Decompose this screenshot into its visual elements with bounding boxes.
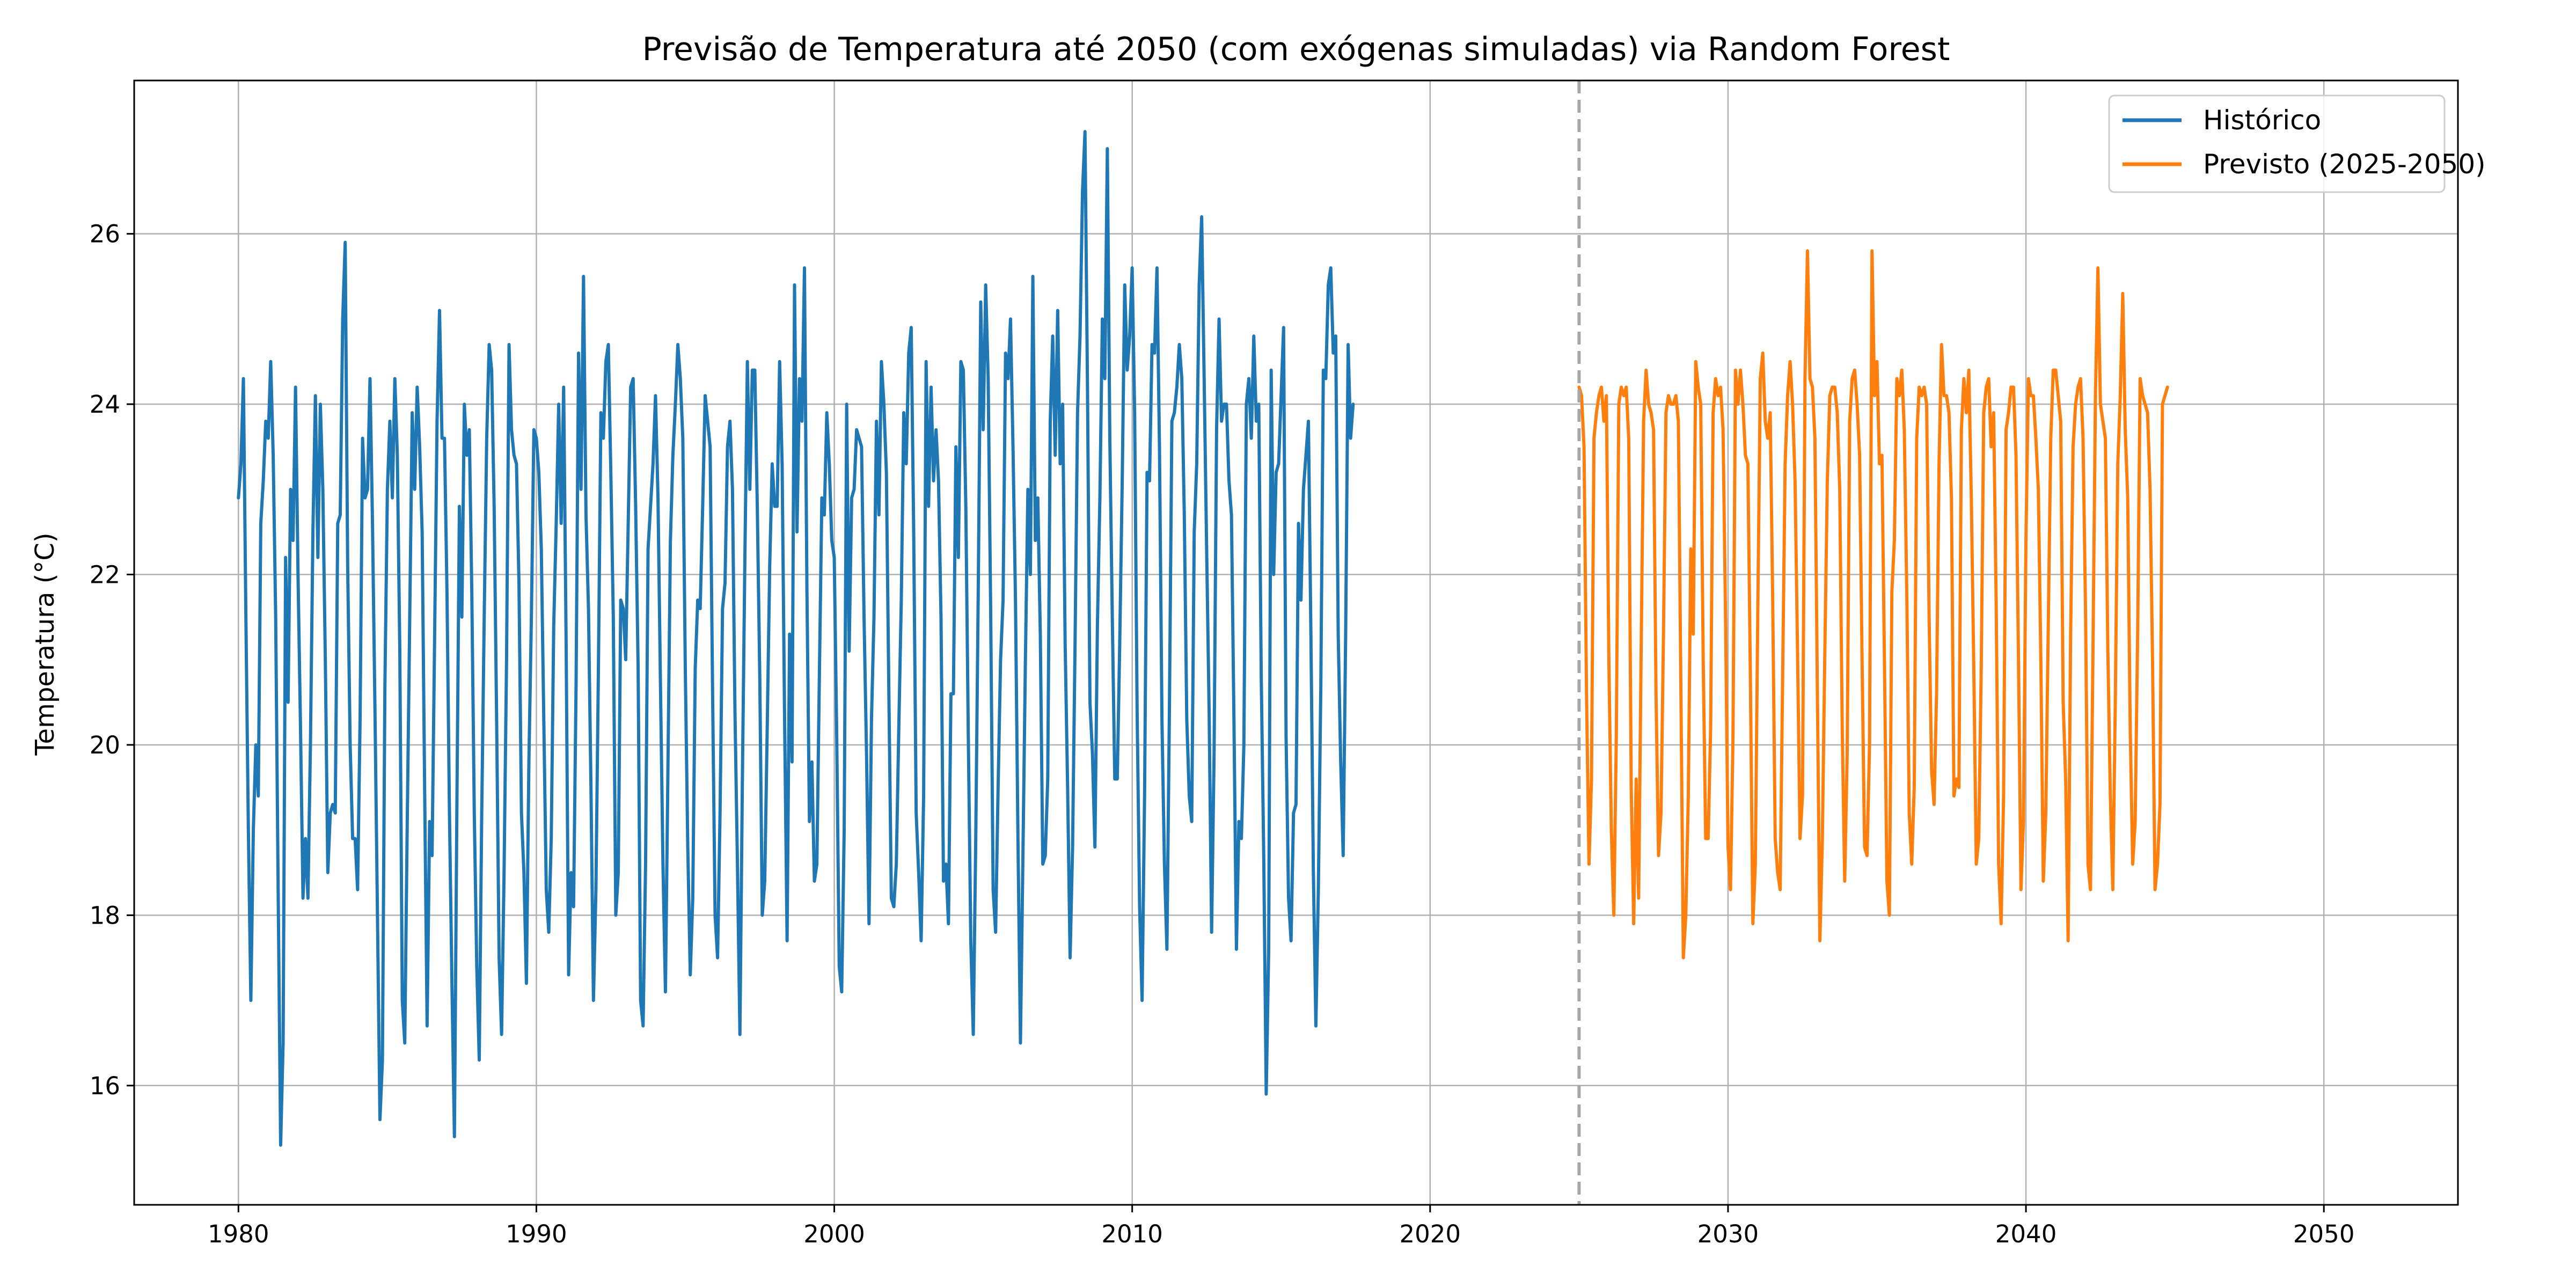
series-line-0 (237, 130, 1355, 1147)
x-tick-label-1980: 1980 (208, 1220, 269, 1248)
chart-title: Previsão de Temperatura até 2050 (com ex… (642, 31, 1950, 68)
x-tick-label-2030: 2030 (1697, 1220, 1759, 1248)
y-tick-label-24: 24 (90, 390, 120, 419)
y-tick-label-20: 20 (90, 731, 120, 759)
y-tick-label-22: 22 (90, 561, 120, 589)
y-tick-label-16: 16 (90, 1072, 120, 1100)
x-tick-label-2050: 2050 (2293, 1220, 2355, 1248)
series-layer (237, 130, 2169, 1147)
y-tick-label-26: 26 (90, 220, 120, 248)
legend-box (2108, 94, 2446, 193)
legend-label-previsto: Previsto (2025-2050) (2203, 149, 2486, 180)
legend: Histórico Previsto (2025-2050) (2108, 94, 2486, 193)
y-axis-label: Temperatura (°C) (30, 532, 60, 756)
x-tick-label-1990: 1990 (506, 1220, 567, 1248)
x-tick-label-2010: 2010 (1101, 1220, 1163, 1248)
y-axis: 16 18 20 22 24 26 (90, 220, 134, 1100)
plot-frame (133, 79, 2459, 1206)
x-tick-label-2040: 2040 (1995, 1220, 2057, 1248)
legend-label-historico: Histórico (2203, 105, 2321, 136)
x-tick-label-2020: 2020 (1400, 1220, 1461, 1248)
y-tick-label-18: 18 (90, 901, 120, 930)
x-tick-label-2000: 2000 (803, 1220, 865, 1248)
series-line-1 (1577, 249, 2169, 960)
x-axis: 1980 1990 2000 2010 2020 2030 2040 2050 (208, 1205, 2354, 1248)
